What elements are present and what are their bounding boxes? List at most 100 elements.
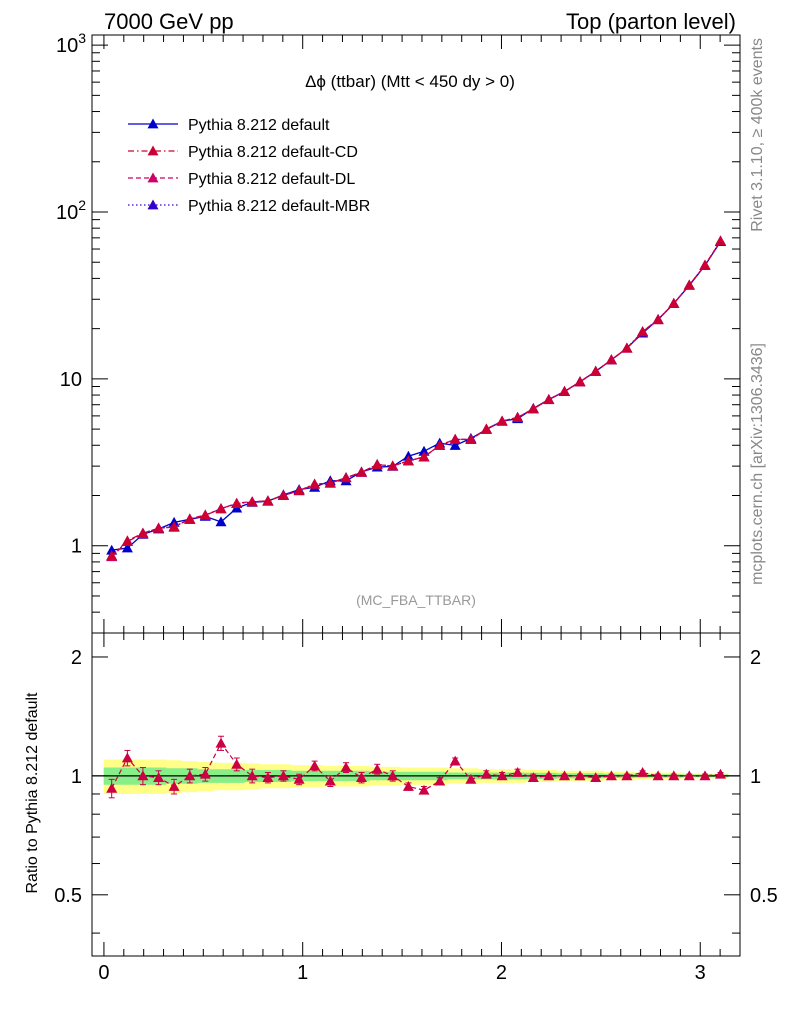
series-marker [590,365,602,376]
ratio-marker [527,772,539,782]
ratio-marker [293,773,305,784]
ratio-marker [168,781,180,791]
ratio-y-axis-label: Ratio to Pythia 8.212 default [24,692,41,894]
ratio-y-tick-label: 1 [71,766,82,788]
series-marker [699,259,711,270]
ratio-y-tick-label: 2 [71,647,82,669]
ratio-marker [262,772,274,782]
ratio-marker [621,770,633,781]
ratio-axis-ticks: 0 1 2 3 0.5 0.5 1 1 2 2 [54,633,778,984]
ratio-marker [356,772,367,782]
series-marker [262,495,274,506]
series-marker [527,403,539,414]
ratio-marker [215,737,227,748]
ratio-plot-frame [91,632,741,957]
ratio-marker [106,782,118,793]
ratio-marker [277,770,289,781]
ratio-marker [512,767,524,777]
series-marker [652,314,664,324]
series-line [111,240,722,557]
ratio-marker [340,762,352,772]
ratio-marker [668,770,680,781]
legend-marker [147,145,159,156]
series-marker [605,354,617,365]
legend-label: Pythia 8.212 default-CD [188,144,358,161]
series-marker [418,445,430,456]
y-tick-label: 10 [60,369,82,391]
ratio-marker [199,768,211,779]
ratio-marker [496,770,508,781]
ratio-marker [574,770,586,781]
legend-label: Pythia 8.212 default-MBR [188,198,370,215]
ratio-y-tick-label: 0.5 [54,885,82,907]
analysis-watermark: (MC_FBA_TTBAR) [356,592,476,608]
series-marker [121,535,133,546]
mcplots-source-label: mcplots.cern.ch [arXiv:1306.3436] [749,343,766,585]
x-tick-label: 1 [297,962,308,984]
header-energy-label: 7000 GeV pp [104,9,234,34]
ratio-marker [590,772,602,782]
series-marker [434,439,446,450]
series-line [111,240,722,558]
series-line [111,241,722,551]
ratio-y-tick-label: 0.5 [750,885,778,907]
legend-label: Pythia 8.212 default [188,117,330,134]
series-marker [715,235,726,246]
ratio-marker [418,784,430,795]
series-marker [340,472,352,482]
series-marker [121,542,133,553]
x-tick-label: 2 [496,962,507,984]
series-marker [199,509,211,520]
ratio-y-tick-label: 2 [750,647,761,669]
ratio-marker [605,770,617,781]
ratio-marker [559,770,570,781]
legend-marker [147,172,159,183]
ratio-marker [543,770,555,781]
ratio-marker [480,768,492,779]
ratio-marker [324,775,336,786]
series-marker [418,451,430,462]
legend-marker [147,118,159,129]
series-marker [387,460,399,471]
series-marker [277,490,289,500]
ratio-marker [683,770,695,781]
legend-marker [147,199,159,210]
y-tick-label: 1 [71,536,82,558]
series-marker [293,485,305,495]
series-marker [215,503,227,513]
ratio-marker [231,758,243,769]
series-marker [246,496,258,507]
series-marker [449,433,461,444]
series-marker [480,423,492,434]
ratio-series-layer [106,735,726,799]
ratio-marker [121,752,133,763]
ratio-marker [637,767,649,777]
ratio-y-tick-label: 1 [750,766,761,788]
rivet-version-label: Rivet 3.1.10, ≥ 400k events [749,38,766,232]
series-marker [371,459,383,469]
ratio-marker [184,770,196,781]
ratio-marker [652,770,664,781]
series-marker [231,498,243,508]
series-marker [574,376,586,387]
plot-title: Δϕ (ttbar) (Mtt < 450 dy > 0) [305,72,515,91]
header-level-label: Top (parton level) [566,9,736,34]
y-tick-label: 102 [56,197,86,224]
ratio-marker [715,768,726,779]
series-marker [106,550,118,561]
main-axis-ticks: 1 10 102 103 [56,30,741,634]
series-marker [637,326,649,336]
series-marker [559,386,570,396]
series-marker [356,466,367,477]
ratio-marker [309,760,321,771]
series-marker [137,527,149,538]
ratio-marker [137,770,149,781]
series-marker [449,440,461,450]
ratio-marker [434,775,446,786]
ratio-marker [465,773,477,784]
series-marker [106,544,118,555]
x-tick-label: 3 [695,962,706,984]
ratio-marker [153,772,165,782]
series-marker [309,478,321,489]
ratio-marker [402,781,414,791]
